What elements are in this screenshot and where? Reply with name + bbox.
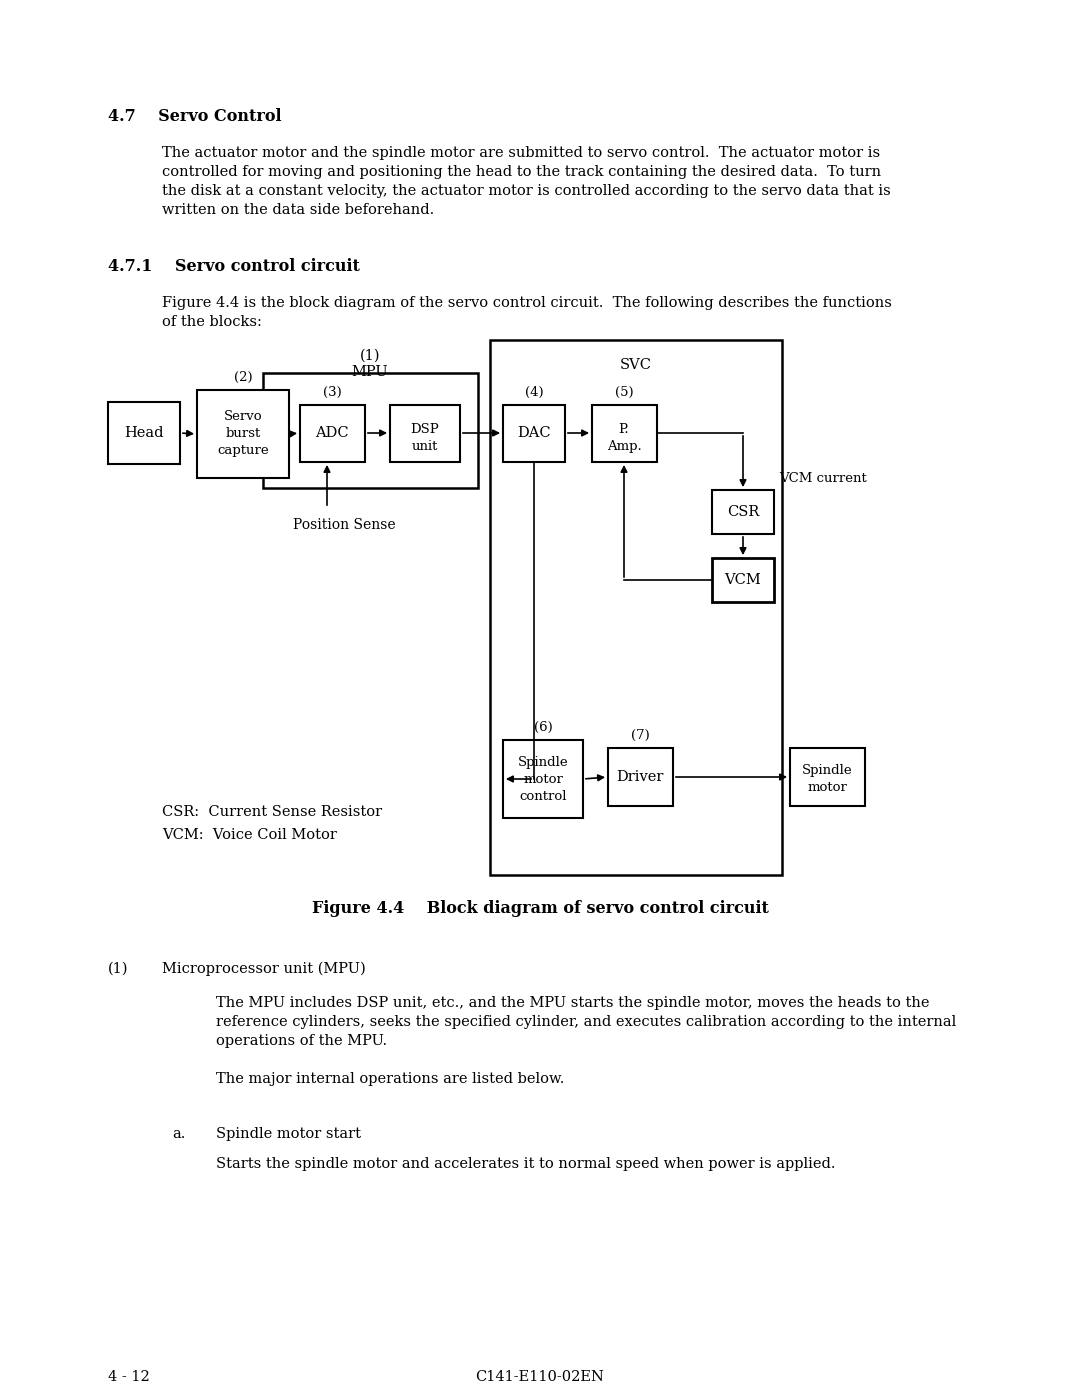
Text: Head: Head [124,426,164,440]
Text: DAC: DAC [517,426,551,440]
Text: VCM current: VCM current [779,472,867,485]
Text: (7): (7) [631,729,649,742]
Text: Microprocessor unit (MPU): Microprocessor unit (MPU) [162,963,366,977]
Bar [712,490,774,534]
Bar [197,390,289,478]
Text: The actuator motor and the spindle motor are submitted to servo control.  The ac: The actuator motor and the spindle motor… [162,147,880,161]
Text: Position Sense: Position Sense [293,518,395,532]
Text: burst: burst [226,427,260,440]
Text: 4.7.1    Servo control circuit: 4.7.1 Servo control circuit [108,258,360,275]
Text: Servo: Servo [224,409,262,423]
Text: MPU: MPU [352,365,389,379]
Text: (1): (1) [360,349,380,363]
Bar [503,740,583,819]
Text: CSR: CSR [727,504,759,520]
Text: Driver: Driver [617,770,664,784]
Text: 4.7    Servo Control: 4.7 Servo Control [108,108,282,124]
Text: motor: motor [807,781,847,793]
Text: Spindle: Spindle [517,756,568,768]
Text: (4): (4) [525,386,543,400]
Bar [490,339,782,875]
Text: the disk at a constant velocity, the actuator motor is controlled according to t: the disk at a constant velocity, the act… [162,184,891,198]
Text: Amp.: Amp. [607,440,642,453]
Text: P.: P. [619,423,630,436]
Text: VCM: VCM [725,573,761,587]
Bar [608,747,673,806]
Text: CSR:  Current Sense Resistor: CSR: Current Sense Resistor [162,805,382,819]
Text: (3): (3) [323,386,341,400]
Bar [264,373,478,488]
Text: C141-E110-02EN: C141-E110-02EN [475,1370,605,1384]
Text: VCM:  Voice Coil Motor: VCM: Voice Coil Motor [162,828,337,842]
Text: (5): (5) [615,386,633,400]
Bar [300,405,365,462]
Text: (2): (2) [233,372,253,384]
Text: Spindle: Spindle [801,764,852,777]
Text: ADC: ADC [315,426,349,440]
Text: Figure 4.4 is the block diagram of the servo control circuit.  The following des: Figure 4.4 is the block diagram of the s… [162,296,892,310]
Text: reference cylinders, seeks the specified cylinder, and executes calibration acco: reference cylinders, seeks the specified… [216,1016,956,1030]
Text: a.: a. [172,1127,186,1141]
Text: DSP: DSP [410,423,440,436]
Text: (1): (1) [108,963,129,977]
Text: controlled for moving and positioning the head to the track containing the desir: controlled for moving and positioning th… [162,165,881,179]
Bar [108,402,180,464]
Bar [712,557,774,602]
Text: motor: motor [523,773,563,787]
Text: SVC: SVC [620,358,652,372]
Text: capture: capture [217,444,269,457]
Text: unit: unit [411,440,438,453]
Text: Starts the spindle motor and accelerates it to normal speed when power is applie: Starts the spindle motor and accelerates… [216,1157,836,1171]
Bar [503,405,565,462]
Text: written on the data side beforehand.: written on the data side beforehand. [162,203,434,217]
Text: operations of the MPU.: operations of the MPU. [216,1034,387,1048]
Bar [789,747,865,806]
Text: Spindle motor start: Spindle motor start [216,1127,361,1141]
Bar [592,405,657,462]
Text: 4 - 12: 4 - 12 [108,1370,150,1384]
Text: (6): (6) [534,721,552,733]
Text: Figure 4.4    Block diagram of servo control circuit: Figure 4.4 Block diagram of servo contro… [311,900,769,916]
Text: control: control [519,789,567,803]
Text: The MPU includes DSP unit, etc., and the MPU starts the spindle motor, moves the: The MPU includes DSP unit, etc., and the… [216,996,930,1010]
Text: of the blocks:: of the blocks: [162,314,261,330]
Text: The major internal operations are listed below.: The major internal operations are listed… [216,1071,565,1085]
Bar [390,405,460,462]
